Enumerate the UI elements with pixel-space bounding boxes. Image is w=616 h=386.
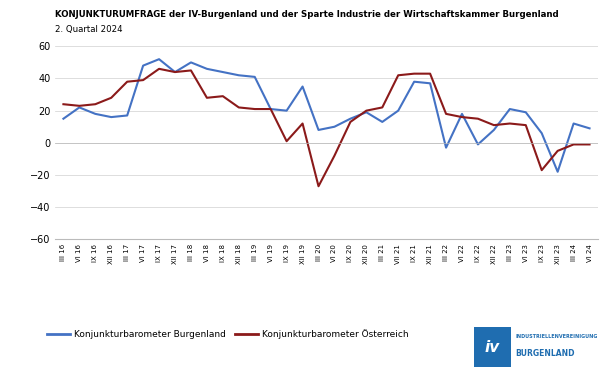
Text: KONJUNKTURUMFRAGE der IV-Burgenland und der Sparte Industrie der Wirtschaftskamm: KONJUNKTURUMFRAGE der IV-Burgenland und … — [55, 10, 559, 19]
Text: iv: iv — [485, 340, 500, 355]
FancyBboxPatch shape — [474, 327, 511, 367]
Text: 2. Quartal 2024: 2. Quartal 2024 — [55, 25, 123, 34]
Text: INDUSTRIELLENVEREINIGUNG: INDUSTRIELLENVEREINIGUNG — [516, 334, 598, 339]
Text: BURGENLAND: BURGENLAND — [516, 349, 575, 358]
Legend: Konjunkturbarometer Burgenland, Konjunkturbarometer Österreich: Konjunkturbarometer Burgenland, Konjunkt… — [44, 326, 413, 343]
